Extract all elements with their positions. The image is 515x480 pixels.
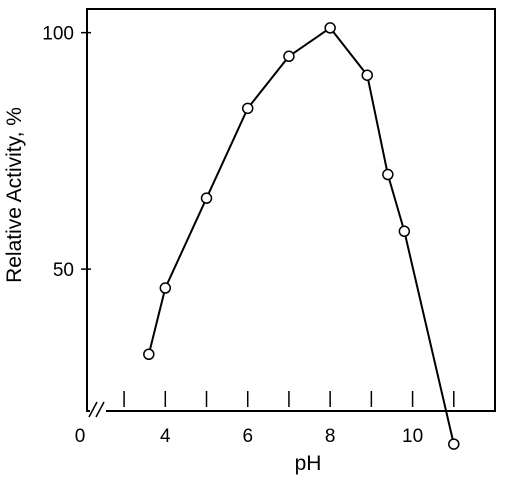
y-axis-label: Relative Activity, %	[3, 107, 26, 283]
data-point	[324, 22, 336, 34]
x-tick-label: 6	[242, 426, 253, 447]
data-point	[361, 69, 373, 81]
data-point	[283, 50, 295, 63]
axis-break-gap	[90, 407, 106, 415]
data-series	[143, 22, 460, 450]
x-axis-break-mark	[88, 401, 106, 418]
x-axis-label: pH	[295, 452, 322, 475]
x-tick-label: 8	[325, 426, 336, 447]
axis-break-slash	[88, 401, 98, 418]
x-tick-label: 10	[402, 426, 423, 447]
y-tick-label: 100	[42, 24, 74, 45]
x-origin-label: 0	[75, 426, 86, 447]
data-point	[159, 282, 172, 294]
y-tick-label: 50	[53, 260, 74, 281]
x-axis-ticks: 4 6 8 10 0	[75, 391, 455, 447]
data-point	[382, 168, 394, 181]
data-point	[200, 192, 213, 204]
x-tick-label: 4	[160, 426, 171, 447]
series-line	[147, 26, 455, 445]
data-point	[448, 438, 460, 450]
y-axis-ticks: 50 100	[42, 24, 91, 281]
data-point	[241, 102, 254, 115]
data-point	[398, 225, 411, 238]
plot-frame	[86, 8, 496, 412]
data-point	[143, 348, 155, 360]
axis-break-slash	[95, 401, 105, 418]
